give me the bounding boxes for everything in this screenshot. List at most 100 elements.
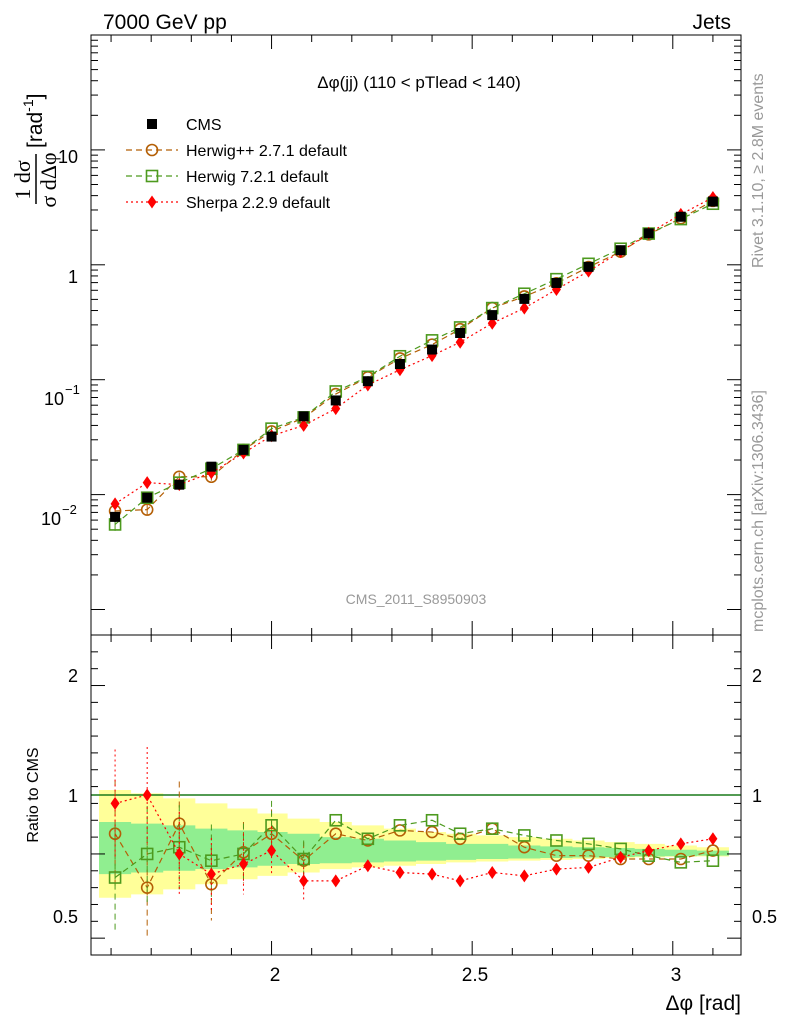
- ratio-point: [265, 827, 278, 841]
- ylabel-unit-end: ]: [24, 94, 47, 100]
- ratio-point: [425, 813, 439, 827]
- data-point: [551, 277, 562, 288]
- y-tick-sup-0p1: −1: [65, 382, 80, 397]
- data-point: [362, 376, 373, 387]
- ratio-series-2: [108, 800, 720, 932]
- ratio-tick-left-1: 1: [68, 786, 78, 806]
- data-point: [707, 196, 718, 207]
- data-point: [330, 395, 341, 406]
- series-1: [108, 194, 720, 518]
- y-tick-base-0p1: 10: [44, 389, 64, 409]
- ratio-band-inner: [99, 821, 729, 875]
- plot-title: Δφ(jj) (110 < pTlead < 140): [317, 73, 521, 92]
- ratio-plot-area: 2 1 0.5 2 1 0.5 2 2.5 3 Δφ [rad]: [53, 634, 777, 1015]
- header-right: Jets: [692, 11, 731, 34]
- data-point: [583, 261, 594, 272]
- ratio-point: [551, 862, 561, 876]
- ratio-series-3: [110, 747, 718, 911]
- ratio-point: [299, 874, 309, 888]
- ratio-point: [616, 850, 626, 864]
- ratio-tick-right-1: 1: [752, 786, 762, 806]
- ratio-point: [550, 834, 563, 847]
- legend: CMS Herwig++ 2.7.1 default Herwig 7.2.1 …: [126, 117, 348, 212]
- data-point: [110, 511, 121, 522]
- data-point: [615, 245, 626, 256]
- legend-marker: [147, 119, 157, 129]
- ylabel-fraction-den: σ dΔφ: [36, 152, 61, 207]
- x-tick-label-3: 3: [671, 965, 682, 986]
- ratio-point: [453, 827, 467, 841]
- ratio-point: [518, 829, 531, 842]
- ratio-point: [706, 854, 720, 867]
- data-point: [455, 327, 466, 338]
- ratio-point: [395, 865, 405, 879]
- header-left: 7000 GeV pp: [103, 11, 227, 34]
- ratio-point: [297, 852, 310, 866]
- y-axis-label-top: 1 dσ σ dΔφ [rad-1]: [10, 94, 61, 208]
- y-tick-base-0p01: 10: [41, 509, 61, 529]
- ratio-point: [205, 854, 218, 867]
- y-tick-label-0p01: 10: [41, 509, 61, 529]
- ratio-point: [142, 788, 152, 802]
- data-point: [140, 491, 154, 504]
- data-point: [142, 476, 152, 490]
- main-axis-ticks: [91, 35, 741, 635]
- y-tick-label-10: 10: [58, 147, 78, 167]
- ylabel-unit-text: [rad: [24, 112, 47, 148]
- ratio-point: [550, 849, 563, 862]
- y-tick-base-1: 1: [68, 267, 78, 287]
- ratio-plot-frame: [90, 634, 742, 956]
- ratio-point: [329, 827, 343, 841]
- ratio-point: [140, 881, 154, 894]
- ratio-point: [582, 837, 595, 851]
- data-point: [238, 444, 249, 455]
- data-point: [174, 479, 185, 490]
- ratio-series-layer: [108, 747, 720, 936]
- ratio-point: [427, 867, 437, 881]
- series-2: [108, 197, 720, 531]
- x-tick-label-2p5: 2.5: [462, 965, 488, 986]
- main-series-layer: [108, 191, 720, 531]
- ratio-tick-right-0p5: 0.5: [752, 907, 777, 927]
- ratio-series-line: [114, 822, 714, 889]
- data-point: [675, 211, 686, 222]
- x-tick-label-2: 2: [270, 965, 281, 986]
- ratio-point: [708, 832, 718, 846]
- ratio-point: [487, 865, 497, 879]
- ratio-point: [644, 844, 654, 858]
- ratio-point: [267, 844, 277, 858]
- ratio-point: [584, 860, 594, 874]
- data-point: [206, 461, 217, 472]
- main-y-tick-labels: 10 1 10 −1 10 −2: [41, 147, 80, 529]
- y-tick-base-10: 10: [58, 147, 78, 167]
- ratio-point: [206, 867, 216, 881]
- data-point: [142, 492, 153, 503]
- ratio-axis-ticks: [91, 635, 741, 955]
- ratio-y-label: Ratio to CMS: [25, 747, 42, 842]
- watermark: CMS_2011_S8950903: [346, 591, 487, 607]
- ylabel-unit: [rad-1]: [20, 94, 47, 148]
- data-point: [487, 310, 498, 321]
- data-point: [298, 411, 309, 422]
- ratio-point: [238, 857, 248, 871]
- ratio-point: [455, 874, 465, 888]
- data-point: [519, 301, 529, 315]
- side-label-bottom: mcplots.cern.ch [arXiv:1306.3436]: [750, 390, 767, 632]
- legend-label-sherpa: Sherpa 2.2.9 default: [186, 195, 331, 212]
- series-0: [110, 196, 718, 523]
- data-point: [299, 418, 309, 432]
- ratio-point: [108, 871, 122, 884]
- legend-marker: [147, 195, 157, 209]
- ratio-point: [174, 847, 184, 861]
- ratio-point: [265, 819, 278, 832]
- ratio-uncertainty-bands: [99, 789, 729, 898]
- data-point: [427, 344, 438, 355]
- legend-label-herwig7: Herwig 7.2.1 default: [186, 169, 329, 186]
- legend-label-herwigpp: Herwig++ 2.7.1 default: [186, 143, 348, 160]
- x-axis-label: Δφ [rad]: [666, 992, 742, 1015]
- ratio-point: [361, 832, 375, 846]
- series-line: [114, 197, 714, 505]
- data-point: [455, 335, 465, 349]
- data-point: [110, 497, 120, 511]
- y-tick-label-1: 1: [68, 267, 78, 287]
